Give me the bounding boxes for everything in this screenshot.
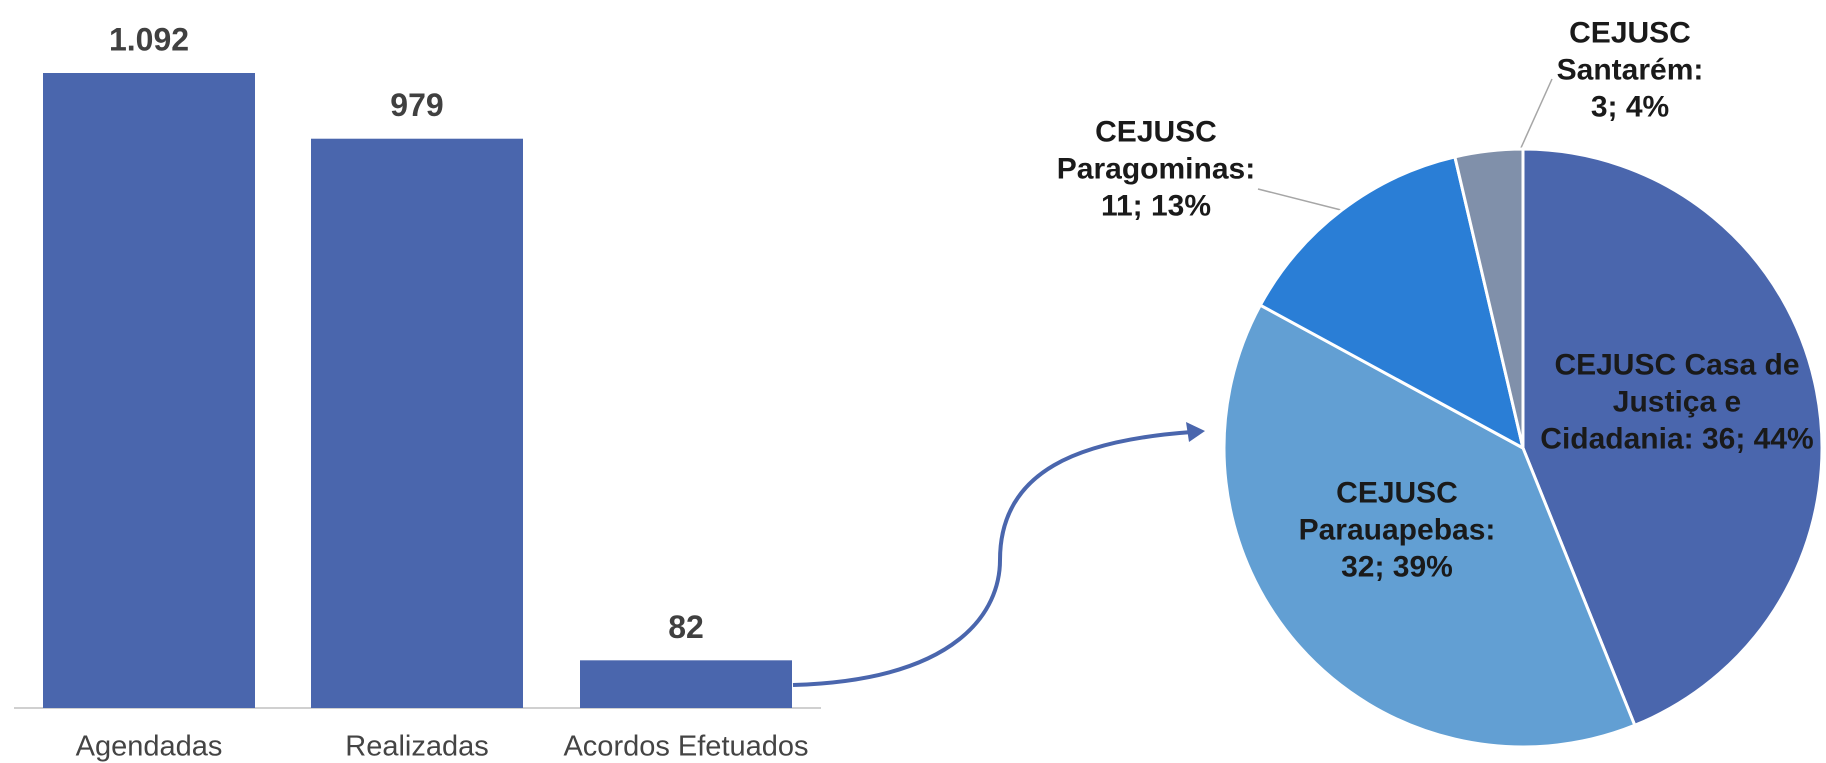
pie-slice xyxy=(1453,147,1525,449)
slice-label: CEJUSC Santarém: 3; 4% xyxy=(1556,16,1704,124)
slice-label: CEJUSC Parauapebas: 32; 39% xyxy=(1298,476,1496,584)
bar xyxy=(311,138,523,708)
pie-slice xyxy=(1258,155,1526,451)
slice-label: CEJUSC Paragominas: 11; 13% xyxy=(1056,115,1256,223)
bar xyxy=(580,660,792,708)
slice-label: CEJUSC Casa de Justiça e Cidadania: 36; … xyxy=(1540,348,1814,456)
value-label: 82 xyxy=(668,609,704,645)
arrow-head xyxy=(1186,422,1205,442)
pie-slice xyxy=(1521,147,1824,728)
leader-line xyxy=(1519,78,1553,151)
x-tick-label: Realizadas xyxy=(345,731,488,763)
value-label: 1.092 xyxy=(109,21,189,57)
value-label: 979 xyxy=(390,87,443,123)
x-tick-label: Agendadas xyxy=(76,731,223,763)
pie-slice xyxy=(1222,303,1637,749)
x-tick-label: Acordos Efetuados xyxy=(563,731,808,763)
leader-line xyxy=(1257,188,1342,211)
arrow xyxy=(792,430,1193,687)
bar xyxy=(43,73,255,708)
